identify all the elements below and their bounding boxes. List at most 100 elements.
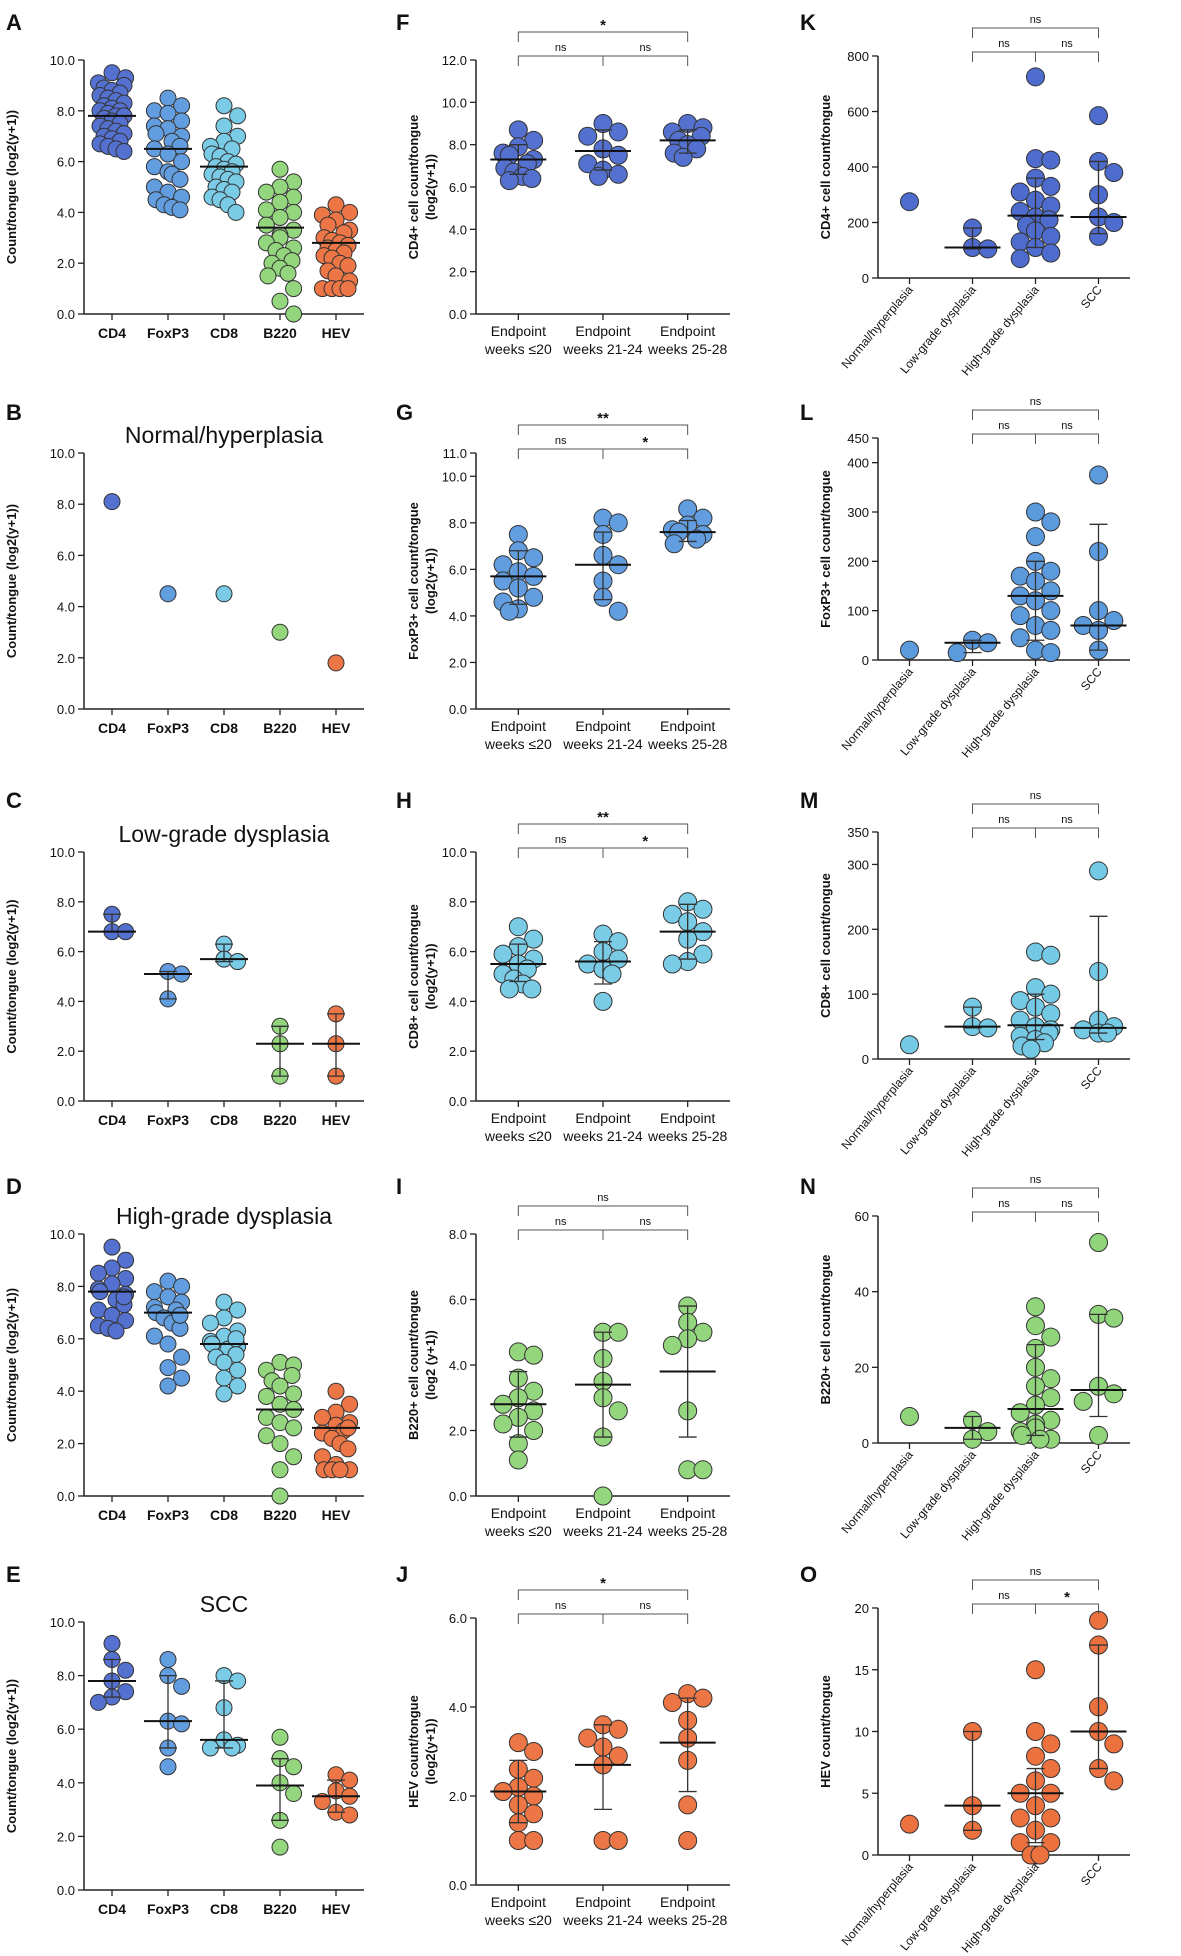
x-tick-label-line: Endpoint: [575, 1110, 630, 1126]
series-4: [1070, 106, 1127, 246]
bracket: [602, 1229, 689, 1240]
series-1: [88, 905, 136, 941]
series-3: [200, 1293, 248, 1403]
bracket: [972, 1211, 1036, 1222]
significance-label: ns: [998, 1590, 1010, 1602]
bracket: [517, 424, 689, 435]
data-point: [578, 1728, 598, 1748]
x-tick-label-line: Endpoint: [491, 323, 546, 339]
data-point: [593, 1486, 613, 1506]
bracket: [602, 1613, 689, 1624]
data-point: [900, 192, 919, 212]
significance-label: ns: [555, 834, 567, 846]
x-tick-label-line: Endpoint: [660, 1110, 715, 1126]
data-point: [271, 1461, 289, 1479]
y-tick-label: 2.0: [57, 1437, 75, 1452]
y-tick-label: 300: [847, 857, 869, 872]
y-tick-label: 8.0: [57, 104, 75, 119]
data-point: [1026, 1722, 1045, 1741]
data-point: [673, 147, 693, 167]
significance-label: ns: [998, 38, 1010, 50]
significance-label: ns: [1030, 14, 1042, 26]
y-tick-label: 8.0: [57, 1279, 75, 1294]
series-3: [1007, 67, 1064, 269]
data-point: [257, 183, 275, 201]
data-point: [107, 1322, 125, 1340]
y-tick-label: 6.0: [449, 180, 467, 195]
y-tick-label: 0.0: [57, 307, 75, 322]
bracket: [517, 55, 604, 66]
data-point: [1104, 213, 1124, 232]
data-point: [1026, 1660, 1045, 1680]
x-tick-label: CD4: [98, 1112, 126, 1128]
data-point: [215, 117, 233, 135]
y-tick-label: 8.0: [449, 1227, 467, 1242]
bracket: [517, 31, 689, 42]
data-point: [1041, 150, 1061, 170]
y-tick-label: 6.0: [57, 155, 75, 170]
data-point: [1041, 243, 1061, 263]
data-point: [229, 1377, 247, 1395]
data-point: [602, 964, 622, 984]
series-1: [88, 1238, 136, 1340]
data-point: [173, 1369, 191, 1387]
data-point: [1089, 1425, 1108, 1445]
series-3: [659, 499, 716, 554]
data-point: [499, 601, 519, 621]
data-point: [271, 160, 289, 178]
bracket: [517, 1205, 689, 1216]
y-tick-label: 10.0: [50, 446, 75, 461]
panel-h: H 0.0 2.0 4.0 6.0 8.0 10.0 CD8+ cell count/tong…: [396, 788, 730, 1144]
panel-letter: D: [6, 1174, 22, 1199]
panel-letter: L: [800, 400, 813, 425]
y-tick-label: 6.0: [57, 1332, 75, 1347]
data-point: [508, 1450, 528, 1470]
bracket: [972, 803, 1099, 814]
data-point: [1041, 1734, 1061, 1754]
data-point: [147, 125, 165, 143]
data-point: [159, 145, 177, 163]
data-point: [1026, 67, 1045, 87]
data-point: [1073, 1020, 1093, 1040]
data-point: [341, 1806, 359, 1824]
x-tick-label: FoxP3: [147, 1507, 189, 1523]
significance-label: ns: [1030, 790, 1042, 802]
y-tick-label: 4.0: [449, 1700, 467, 1715]
data-point: [693, 944, 713, 964]
data-point: [1041, 945, 1061, 965]
series-2: [944, 1722, 1001, 1840]
data-point: [1026, 1297, 1045, 1317]
data-point: [1041, 1369, 1061, 1389]
bracket: [517, 1589, 689, 1600]
panel-title: Normal/hyperplasia: [125, 422, 323, 448]
panel-letter: K: [800, 10, 816, 35]
data-point: [117, 1661, 135, 1679]
series-4: [256, 160, 304, 323]
x-tick-label: CD8: [210, 325, 238, 341]
x-tick-label: HEV: [322, 720, 351, 736]
bracket: [1035, 1211, 1099, 1222]
y-tick-label: 0: [862, 653, 869, 668]
series-4: [1070, 1610, 1127, 1791]
data-point: [341, 203, 359, 221]
bracket: [972, 409, 1099, 420]
data-point: [227, 203, 245, 221]
data-point: [900, 1814, 919, 1834]
y-tick-label: 0: [862, 1436, 869, 1451]
data-point: [1104, 1771, 1124, 1791]
x-tick-label: FoxP3: [147, 1901, 189, 1917]
x-tick-label: B220: [263, 1901, 297, 1917]
data-point: [900, 1035, 919, 1055]
data-point: [327, 1382, 345, 1400]
data-point: [283, 1366, 301, 1384]
y-tick-label: 40: [855, 1285, 869, 1300]
y-axis-label: B220+ cell count/tongue: [818, 1255, 833, 1405]
y-tick-label: 2.0: [57, 1829, 75, 1844]
x-tick-label: SCC: [1078, 1064, 1105, 1093]
data-point: [900, 640, 919, 660]
data-point: [271, 623, 289, 641]
y-tick-label: 4.0: [449, 1358, 467, 1373]
significance-label: ns: [998, 1198, 1010, 1210]
x-tick-label-line: weeks 21-24: [562, 1523, 643, 1539]
